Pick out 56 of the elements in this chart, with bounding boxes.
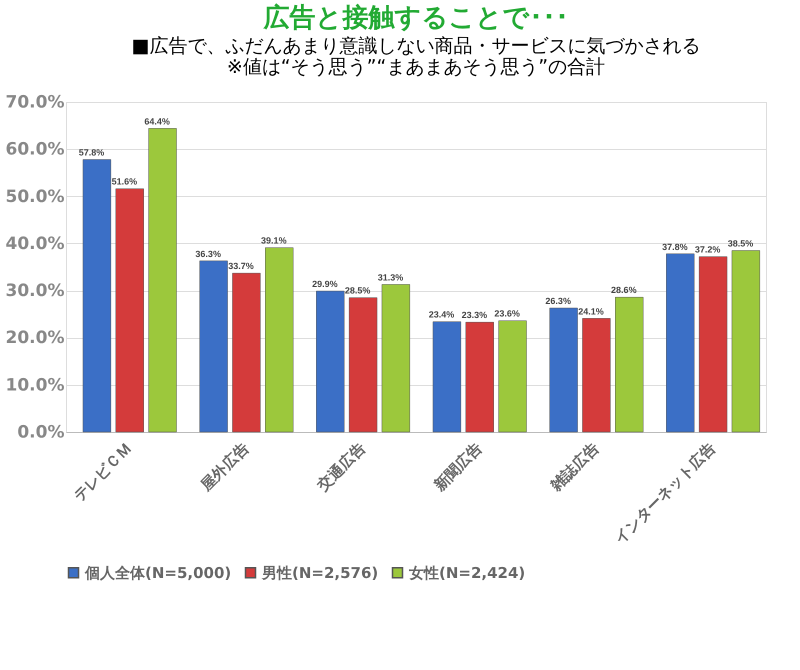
bar [549, 308, 578, 432]
data-label: 37.2% [694, 244, 720, 255]
bar [498, 320, 527, 432]
y-tick-label: 50.0% [6, 186, 64, 207]
data-label: 23.6% [494, 308, 520, 319]
legend-label: 男性(N=2,576) [261, 564, 378, 582]
data-label: 39.1% [261, 236, 287, 246]
data-label: 23.3% [462, 310, 488, 320]
legend-label: 個人全体(N=5,000) [84, 564, 232, 582]
bar [698, 256, 728, 432]
data-label: 31.3% [378, 272, 404, 282]
bar [432, 321, 462, 432]
bar [116, 188, 144, 432]
x-tick-label: 交通広告 [313, 439, 369, 495]
bar [348, 297, 378, 432]
data-label: 33.7% [228, 261, 254, 272]
y-tick-label: 10.0% [6, 375, 64, 396]
bar [82, 159, 112, 432]
y-tick-label: 20.0% [6, 328, 64, 348]
bar [199, 260, 228, 432]
y-tick-label: 70.0% [6, 92, 64, 112]
legend-label: 女性(N=2,424) [408, 564, 526, 582]
text: ※値は“そう思う”“まあまあそう思う”の合計 [226, 56, 606, 78]
data-label: 28.6% [611, 285, 637, 296]
x-tick-label: 新聞広告 [430, 439, 486, 495]
data-label: 38.5% [728, 238, 754, 248]
bar [265, 247, 294, 432]
y-tick-label: 30.0% [6, 281, 64, 302]
bar [382, 284, 410, 432]
y-tick-label: 60.0% [6, 140, 64, 160]
x-tick-label: インターネット広告 [610, 439, 719, 548]
data-label: 29.9% [312, 279, 338, 290]
bar [466, 322, 494, 432]
bar [732, 250, 760, 432]
x-tick-label: 屋外広告 [196, 439, 252, 495]
bar [232, 272, 261, 432]
x-tick-label: テレビＣＭ [70, 439, 136, 505]
data-label: 23.4% [428, 310, 454, 320]
bar [148, 128, 177, 432]
bar [666, 254, 694, 432]
bar [316, 290, 344, 432]
bar [615, 296, 644, 432]
chart-subtitle: ■広告で、ふだんあまり意識しない商品・サービスに気づかされる [132, 35, 700, 57]
data-label: 36.3% [195, 248, 221, 259]
chart-title: 広告と接触することで･･･ [262, 3, 568, 33]
y-tick-label: 40.0% [6, 234, 64, 254]
data-label: 24.1% [578, 306, 604, 316]
data-label: 28.5% [344, 286, 370, 296]
data-label: 26.3% [545, 296, 571, 306]
bar [582, 318, 611, 432]
data-label: 57.8% [78, 148, 104, 158]
y-tick-label: 0.0% [17, 422, 64, 442]
data-label: 64.4% [144, 116, 170, 126]
data-label: 51.6% [112, 176, 138, 187]
data-label: 37.8% [662, 242, 688, 252]
x-tick-label: 雑誌広告 [546, 439, 602, 495]
